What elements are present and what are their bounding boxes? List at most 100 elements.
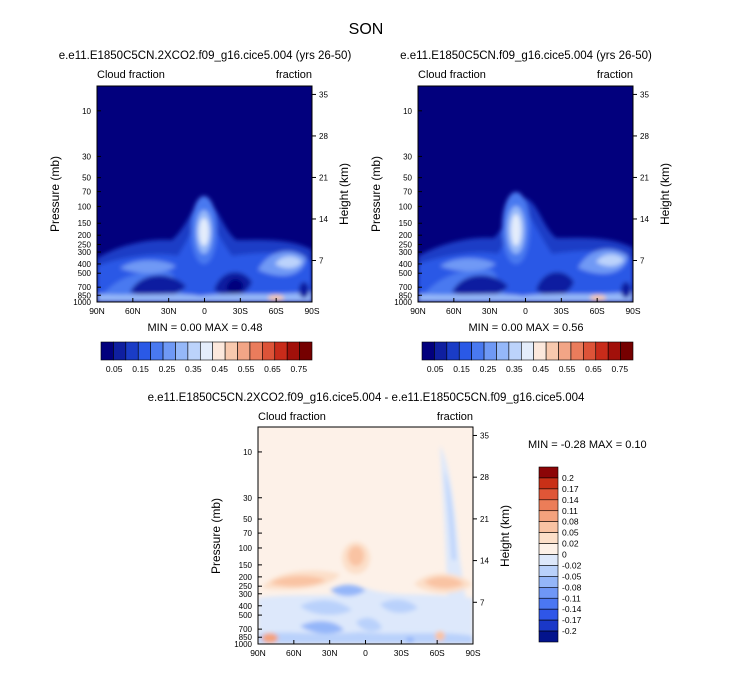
colorbar-label: -0.08 (562, 582, 582, 592)
colorbar-swatch (538, 521, 559, 533)
y-tick-label: 150 (399, 219, 413, 228)
colorbar-label: 0.45 (532, 364, 549, 374)
colorbar-swatch (434, 341, 448, 361)
y-tick-label: 1000 (394, 298, 412, 307)
x-tick-label: 90N (250, 648, 266, 658)
y-tick-label: 100 (399, 202, 413, 211)
colorbar-swatch (545, 341, 559, 361)
panel-3: e.e11.E1850C5CN.2XCO2.f09_g16.cice5.004 … (148, 392, 647, 658)
colorbar-label: -0.05 (562, 571, 582, 581)
colorbar-label: 0.25 (480, 364, 497, 374)
panel-1-right-string: fraction (276, 69, 312, 81)
colorbar-swatch (237, 341, 251, 361)
panel-1-title: e.e11.E1850C5CN.2XCO2.f09_g16.cice5.004 … (59, 50, 352, 62)
y-right-tick-label: 7 (640, 256, 645, 265)
colorbar-label: 0.2 (562, 473, 574, 483)
y-tick-label: 100 (239, 544, 253, 553)
y-tick-label: 30 (403, 152, 412, 161)
x-tick-label: 30N (482, 306, 498, 316)
x-tick-label: 60N (446, 306, 462, 316)
colorbar-label: 0.05 (562, 528, 579, 538)
y-tick-label: 200 (239, 573, 253, 582)
colorbar-swatch (446, 341, 460, 361)
x-tick-label: 90S (625, 306, 640, 316)
x-tick-label: 90N (410, 306, 426, 316)
colorbar-swatch (458, 341, 472, 361)
y-tick-label: 70 (243, 529, 252, 538)
y-right-tick-label: 14 (319, 215, 328, 224)
colorbar-label: 0 (562, 550, 567, 560)
colorbar-label: 0.25 (159, 364, 176, 374)
x-tick-label: 60S (269, 306, 284, 316)
y-tick-label: 700 (239, 625, 253, 634)
colorbar-label: 0.55 (559, 364, 576, 374)
x-tick-label: 60S (430, 648, 445, 658)
panel-2-colorbar: 0.05 0.15 0.25 0.35 0.45 0.55 0.65 0.75 (421, 341, 634, 374)
colorbar-swatch (125, 341, 139, 361)
colorbar-swatch (471, 341, 485, 361)
y-tick-label: 50 (82, 174, 91, 183)
x-tick-label: 30S (554, 306, 569, 316)
colorbar-swatch (538, 630, 559, 643)
panel-1-ylabel: Pressure (mb) (48, 156, 62, 232)
colorbar-swatch (538, 554, 559, 566)
y-right-tick-label: 21 (480, 515, 489, 524)
x-tick-label: 90S (465, 648, 480, 658)
x-tick-label: 90N (89, 306, 105, 316)
colorbar-swatch (533, 341, 547, 361)
panel-2-stats: MIN = 0.00 MAX = 0.56 (469, 322, 584, 334)
colorbar-swatch (224, 341, 238, 361)
panel-1-colorbar: 0.05 0.15 0.25 0.35 0.45 0.55 0.65 0.75 (100, 341, 313, 374)
colorbar-swatch (538, 608, 559, 621)
y-tick-label: 400 (399, 260, 413, 269)
panel-3-axes: 90N 60N 30N 0 30S 60S 90S103050701001502002503… (234, 431, 489, 658)
colorbar-label: 0.11 (562, 506, 578, 516)
colorbar-swatch (607, 341, 621, 361)
y-tick-label: 50 (243, 515, 252, 524)
x-tick-label: 0 (363, 648, 368, 658)
panel-3-colorbar: 0.20.170.140.110.080.050.020-0.02-0.05-0… (538, 466, 582, 643)
x-tick-label: 0 (202, 306, 207, 316)
panel-1-field (97, 86, 312, 302)
panel-2-field (418, 86, 633, 302)
panel-2-ylabel: Pressure (mb) (369, 156, 383, 232)
y-right-tick-label: 28 (319, 132, 328, 141)
colorbar-swatch (113, 341, 127, 361)
y-right-tick-label: 35 (319, 90, 328, 99)
panel-1-axes: 90N 60N 30N 0 30S 60S 90S103050701001502002503… (73, 90, 328, 316)
colorbar-swatch (100, 341, 114, 361)
colorbar-swatch (538, 576, 559, 588)
panel-1: e.e11.E1850C5CN.2XCO2.f09_g16.cice5.004 … (48, 50, 351, 374)
y-tick-label: 500 (399, 269, 413, 278)
colorbar-label: 0.08 (562, 517, 579, 527)
y-tick-label: 150 (78, 219, 92, 228)
colorbar-swatch (137, 341, 151, 361)
y-right-tick-label: 14 (640, 215, 649, 224)
y-tick-label: 30 (243, 494, 252, 503)
y-tick-label: 300 (239, 590, 253, 599)
y-right-tick-label: 21 (640, 173, 649, 182)
x-tick-label: 30S (394, 648, 409, 658)
colorbar-label: 0.55 (238, 364, 255, 374)
y-tick-label: 400 (239, 602, 253, 611)
colorbar-label: -0.14 (562, 604, 582, 614)
y-right-tick-label: 35 (640, 90, 649, 99)
colorbar-swatch (483, 341, 497, 361)
panel-3-stats: MIN = -0.28 MAX = 0.10 (528, 439, 647, 451)
y-tick-label: 250 (78, 240, 92, 249)
colorbar-label: -0.17 (562, 615, 582, 625)
y-tick-label: 30 (82, 152, 91, 161)
colorbar-swatch (162, 341, 176, 361)
y-tick-label: 150 (239, 561, 253, 570)
colorbar-swatch (274, 341, 288, 361)
x-tick-label: 30N (322, 648, 338, 658)
y-tick-label: 70 (82, 188, 91, 197)
y-tick-label: 10 (243, 448, 252, 457)
colorbar-swatch (508, 341, 522, 361)
colorbar-label: 0.75 (291, 364, 308, 374)
y-tick-label: 250 (399, 240, 413, 249)
y-tick-label: 400 (78, 260, 92, 269)
panel-2-right-string: fraction (597, 69, 633, 81)
y-right-tick-label: 28 (640, 132, 649, 141)
colorbar-swatch (570, 341, 584, 361)
